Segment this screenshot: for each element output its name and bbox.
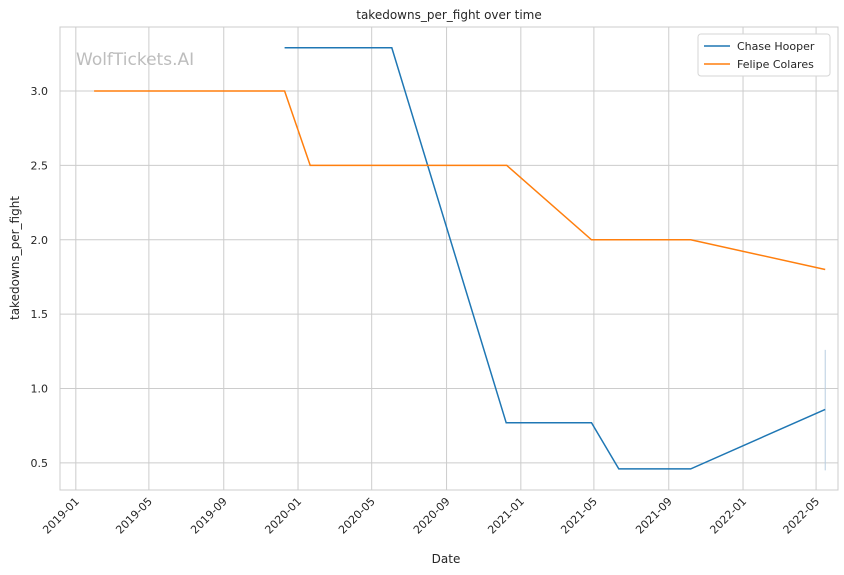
plot-frame xyxy=(59,26,839,491)
x-tick-label: 2020-05 xyxy=(336,495,378,537)
y-tick-label: 0.5 xyxy=(31,457,49,470)
series-line-felipe-colares xyxy=(94,90,826,271)
legend: Chase Hooper Felipe Colares xyxy=(697,33,831,77)
y-tick-label: 1.5 xyxy=(31,308,49,321)
legend-label-felipe-colares: Felipe Colares xyxy=(737,58,814,71)
x-tick-label: 2021-05 xyxy=(558,495,600,537)
x-tick-label: 2020-09 xyxy=(411,495,453,537)
y-tick-labels: 0.5 1.0 1.5 2.0 2.5 3.0 xyxy=(31,85,49,470)
series-line-chase-hooper xyxy=(284,47,826,470)
x-tick-label: 2021-09 xyxy=(633,495,675,537)
y-tick-label: 2.5 xyxy=(31,159,49,172)
x-tick-label: 2019-01 xyxy=(40,495,82,537)
y-tick-label: 3.0 xyxy=(31,85,49,98)
x-tick-label: 2019-05 xyxy=(113,495,155,537)
x-tick-label: 2020-01 xyxy=(262,495,304,537)
grid xyxy=(60,27,838,490)
watermark: WolfTickets.AI xyxy=(76,50,194,70)
x-axis-label: Date xyxy=(432,552,461,566)
x-tick-labels: 2019-01 2019-05 2019-09 2020-01 2020-05 2020-… xyxy=(40,495,822,537)
x-tick-label: 2022-01 xyxy=(707,495,749,537)
x-tick-label: 2019-09 xyxy=(188,495,230,537)
legend-label-chase-hooper: Chase Hooper xyxy=(737,40,815,53)
legend-box xyxy=(697,33,831,77)
series-lines xyxy=(94,47,826,471)
chart-title: takedowns_per_fight over time xyxy=(356,8,542,22)
x-tick-label: 2022-05 xyxy=(781,495,823,537)
x-tick-label: 2021-01 xyxy=(485,495,527,537)
y-axis-label: takedowns_per_fight xyxy=(8,196,22,320)
y-tick-label: 1.0 xyxy=(31,383,49,396)
y-tick-label: 2.0 xyxy=(31,234,49,247)
